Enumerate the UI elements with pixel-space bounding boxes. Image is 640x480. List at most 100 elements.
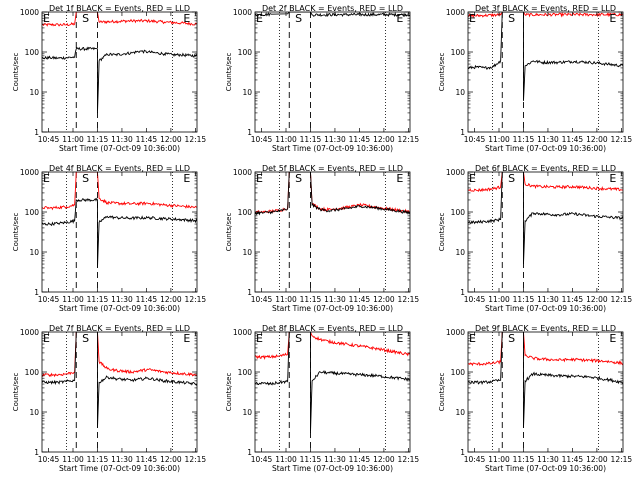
x-tick-label: 11:45 xyxy=(349,135,371,144)
marker-label: E xyxy=(469,332,476,345)
chart-title: Det 4f BLACK = Events, RED = LLD xyxy=(49,164,190,173)
series-lld-line xyxy=(42,332,197,378)
y-tick-label: 100 xyxy=(451,368,466,377)
x-tick-label: 10:45 xyxy=(251,135,273,144)
series-lld-line xyxy=(468,12,623,19)
series-lld-line xyxy=(255,172,410,214)
x-tick-label: 11:45 xyxy=(562,295,584,304)
x-tick-label: 11:30 xyxy=(324,135,346,144)
x-tick-label: 12:15 xyxy=(185,135,207,144)
x-axis-label: Start Time (07-Oct-09 10:36:00) xyxy=(59,144,180,153)
y-tick-label: 1 xyxy=(34,128,39,137)
x-tick-label: 11:15 xyxy=(300,135,322,144)
series-lld-line xyxy=(255,332,410,360)
x-tick-label: 11:30 xyxy=(111,135,133,144)
plot-area xyxy=(255,332,410,452)
x-tick-label: 11:00 xyxy=(62,135,84,144)
plot-frame xyxy=(467,171,624,293)
x-tick-label: 11:45 xyxy=(562,135,584,144)
x-tick-label: 11:30 xyxy=(537,295,559,304)
x-tick-label: 11:45 xyxy=(349,455,371,464)
y-tick-label: 100 xyxy=(238,48,253,57)
x-axis-label: Start Time (07-Oct-09 10:36:00) xyxy=(59,304,180,313)
marker-label: E xyxy=(609,332,616,345)
plot-area xyxy=(42,332,197,452)
series-events-line xyxy=(42,197,197,268)
x-tick-label: 11:15 xyxy=(513,295,535,304)
x-tick-label: 12:15 xyxy=(611,455,633,464)
y-tick-label: 10 xyxy=(242,408,252,417)
x-tick-label: 12:15 xyxy=(398,295,420,304)
y-tick-label: 10 xyxy=(29,248,39,257)
x-tick-label: 12:00 xyxy=(373,455,395,464)
marker-label: S xyxy=(508,12,515,25)
y-tick-label: 10 xyxy=(455,248,465,257)
marker-label: S xyxy=(508,332,515,345)
x-tick-label: 10:45 xyxy=(464,455,486,464)
series-lld-line xyxy=(42,172,197,211)
y-tick-label: 1 xyxy=(247,128,252,137)
marker-label: S xyxy=(295,12,302,25)
series-events-line xyxy=(42,332,197,428)
x-tick-label: 11:00 xyxy=(275,135,297,144)
plot-frame xyxy=(41,331,198,453)
plot-area xyxy=(42,172,197,292)
x-tick-label: 12:00 xyxy=(160,135,182,144)
x-tick-label: 10:45 xyxy=(464,135,486,144)
x-tick-label: 11:00 xyxy=(275,455,297,464)
y-tick-label: 1000 xyxy=(446,8,465,17)
series-events-line xyxy=(468,332,623,428)
series-events-line xyxy=(468,172,623,265)
series-events-line xyxy=(468,12,623,101)
plot-frame xyxy=(254,331,411,453)
x-tick-label: 12:00 xyxy=(373,295,395,304)
series-events-line xyxy=(255,172,410,216)
y-tick-label: 10 xyxy=(29,88,39,97)
x-tick-label: 10:45 xyxy=(38,135,60,144)
x-axis-label: Start Time (07-Oct-09 10:36:00) xyxy=(272,144,393,153)
y-tick-label: 1000 xyxy=(446,328,465,337)
y-axis-label: Counts/sec xyxy=(12,373,20,412)
x-tick-label: 11:30 xyxy=(537,455,559,464)
marker-label: E xyxy=(183,332,190,345)
x-tick-label: 10:45 xyxy=(251,455,273,464)
chart-title: Det 5f BLACK = Events, RED = LLD xyxy=(262,164,403,173)
x-axis-label: Start Time (07-Oct-09 10:36:00) xyxy=(272,304,393,313)
y-axis-label: Counts/sec xyxy=(438,213,446,252)
x-tick-label: 10:45 xyxy=(464,295,486,304)
x-tick-label: 12:15 xyxy=(185,455,207,464)
series-lld-line xyxy=(468,172,623,193)
plot-frame xyxy=(41,11,198,133)
marker-label: E xyxy=(469,12,476,25)
y-tick-label: 1 xyxy=(460,288,465,297)
marker-label: S xyxy=(82,172,89,185)
series-lld-line xyxy=(468,332,623,367)
y-tick-label: 100 xyxy=(451,48,466,57)
plot-area xyxy=(468,12,623,132)
marker-label: E xyxy=(396,172,403,185)
marker-label: E xyxy=(609,172,616,185)
y-tick-label: 1000 xyxy=(233,328,252,337)
y-tick-label: 10 xyxy=(242,88,252,97)
y-tick-label: 100 xyxy=(238,208,253,217)
x-tick-label: 12:15 xyxy=(398,135,420,144)
x-tick-label: 11:15 xyxy=(87,455,109,464)
y-tick-label: 1 xyxy=(247,448,252,457)
y-axis-label: Counts/sec xyxy=(12,53,20,92)
x-tick-label: 11:30 xyxy=(111,295,133,304)
x-tick-label: 10:45 xyxy=(251,295,273,304)
x-tick-label: 11:15 xyxy=(87,295,109,304)
x-tick-label: 11:00 xyxy=(488,135,510,144)
y-tick-label: 1000 xyxy=(20,328,39,337)
x-tick-label: 11:15 xyxy=(87,135,109,144)
plot-frame xyxy=(254,11,411,133)
x-tick-label: 11:00 xyxy=(275,295,297,304)
x-tick-label: 12:15 xyxy=(611,135,633,144)
plot-area xyxy=(255,172,410,292)
plot-frame xyxy=(41,171,198,293)
chart-title: Det 8f BLACK = Events, RED = LLD xyxy=(262,324,403,333)
